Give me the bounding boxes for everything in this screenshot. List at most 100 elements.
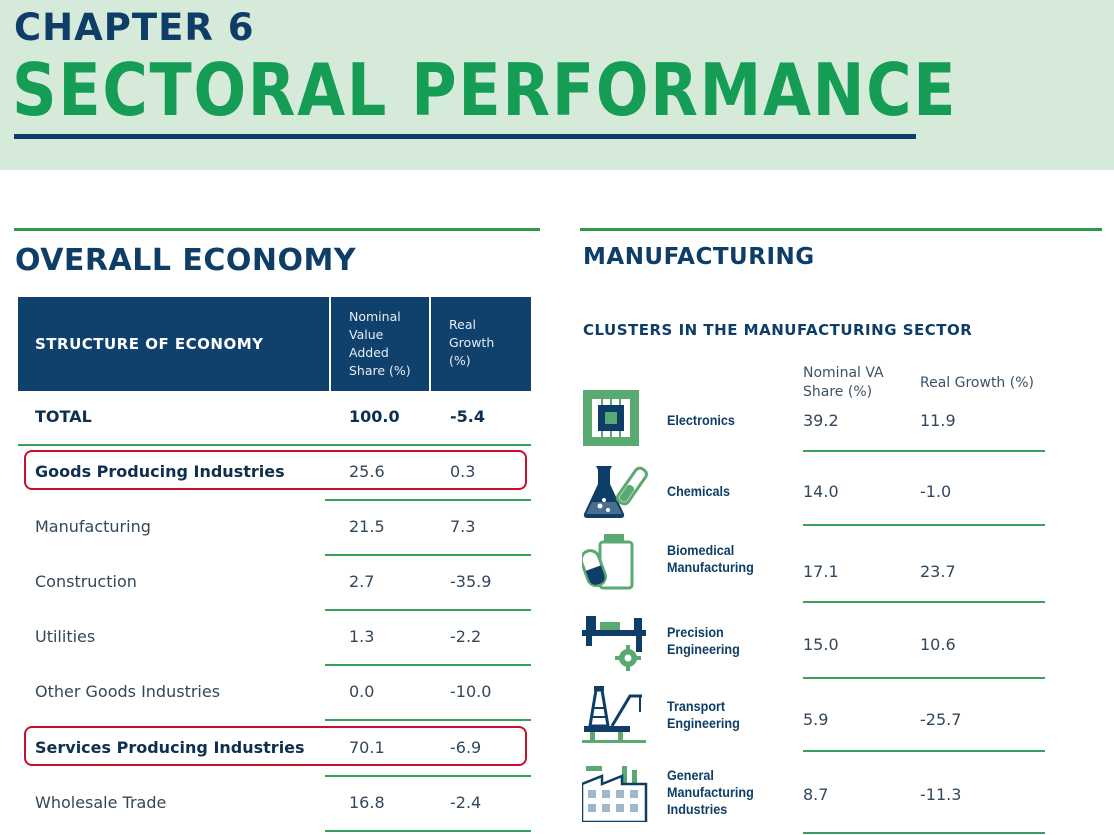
row-divider [325,775,531,777]
cluster-share-value: 8.7 [803,785,829,804]
row-divider [18,444,531,446]
cluster-growth-value: -25.7 [920,710,962,729]
row-label: Other Goods Industries [35,682,221,701]
cluster-share-value: 5.9 [803,710,829,729]
header-separator [429,297,431,391]
cluster-share-value: 39.2 [803,411,839,430]
cluster-name-line: Engineering [667,715,740,731]
row-growth-value: -6.9 [450,738,482,757]
chemicals-flask-icon [583,466,648,518]
row-share-value: 1.3 [349,627,375,646]
row-share-value: 70.1 [349,738,385,757]
cluster-name: Precision Engineering [667,624,740,658]
row-label: Construction [35,572,137,591]
clusters-subtitle: CLUSTERS IN THE MANUFACTURING SECTOR [583,321,973,339]
row-share-value: 2.7 [349,572,375,591]
header-line: Value [349,327,384,342]
row-label: Services Producing Industries [35,738,305,757]
overall-economy-title: OVERALL ECONOMY [15,243,357,278]
row-growth-value: -2.4 [450,793,482,812]
chapter-label: CHAPTER 6 [14,6,255,49]
cluster-divider [803,524,1045,526]
cluster-growth-value: 23.7 [920,562,956,581]
header-line: Added [349,345,389,360]
general-manufacturing-factory-icon [582,766,648,822]
cluster-name-line: Engineering [667,641,740,657]
row-label: Manufacturing [35,517,151,536]
header-line: Nominal [349,309,401,324]
cluster-share-value: 15.0 [803,635,839,654]
cluster-name-line: Industries [667,801,728,817]
cluster-divider [803,601,1045,603]
structure-header-label: STRUCTURE OF ECONOMY [35,335,264,353]
row-share-value: 100.0 [349,407,400,426]
row-growth-value: -5.4 [450,407,485,426]
row-label: Goods Producing Industries [35,462,285,481]
cluster-name-line: Biomedical [667,542,735,558]
row-divider [325,719,531,721]
row-growth-value: 7.3 [450,517,476,536]
cluster-growth-value: -1.0 [920,482,952,501]
header-line: (%) [449,353,471,368]
header-line: Nominal VA [803,365,884,381]
cluster-share-value: 17.1 [803,562,839,581]
cluster-divider [803,750,1045,752]
row-share-value: 16.8 [349,793,385,812]
cluster-name-line: Transport [667,698,726,714]
row-divider [325,499,531,501]
cluster-divider [803,450,1045,452]
cluster-name-line: Manufacturing [667,559,754,575]
row-label: TOTAL [35,407,92,426]
cluster-name-line: Chemicals [667,483,731,499]
cluster-name: Biomedical Manufacturing [667,542,754,576]
row-share-value: 0.0 [349,682,375,701]
highlight-box [24,450,527,490]
row-growth-value: -35.9 [450,572,492,591]
electronics-chip-icon [583,390,639,446]
manufacturing-section-rule [580,228,1102,231]
structure-table-header: STRUCTURE OF ECONOMY Nominal Value Added… [18,297,531,391]
header-line: Share (%) [349,363,411,378]
cluster-share-value: 14.0 [803,482,839,501]
row-divider [325,554,531,556]
nominal-va-share-header: Nominal VA Share (%) [803,364,884,402]
row-divider [325,664,531,666]
nominal-share-header: Nominal Value Added Share (%) [349,308,411,380]
row-share-value: 21.5 [349,517,385,536]
title-underline [14,134,916,139]
header-line: Share (%) [803,384,873,400]
cluster-divider [803,832,1045,834]
cluster-name-line: Electronics [667,412,735,428]
row-label: Utilities [35,627,96,646]
header-line: Real [449,317,476,332]
transport-engineering-rig-icon [582,686,646,743]
cluster-growth-value: 11.9 [920,411,956,430]
manufacturing-title: MANUFACTURING [583,244,815,270]
cluster-name: Transport Engineering [667,698,740,732]
overall-section-rule [14,228,540,231]
cluster-name: Chemicals [667,483,730,500]
cluster-growth-value: -11.3 [920,785,962,804]
cluster-name: General Manufacturing Industries [667,767,754,818]
biomedical-pills-icon [582,534,634,590]
real-growth-header: Real Growth (%) [449,316,494,370]
cluster-name: Electronics [667,412,735,429]
cluster-growth-value: 10.6 [920,635,956,654]
highlight-box [24,726,527,766]
chapter-title: SECTORAL PERFORMANCE [12,48,958,132]
row-label: Wholesale Trade [35,793,167,812]
cluster-real-growth-header: Real Growth (%) [920,375,1034,391]
row-share-value: 25.6 [349,462,385,481]
row-growth-value: -2.2 [450,627,482,646]
cluster-name-line: Manufacturing [667,784,754,800]
row-divider [325,609,531,611]
row-growth-value: 0.3 [450,462,476,481]
header-separator [329,297,331,391]
precision-engineering-gear-icon [582,616,646,671]
row-growth-value: -10.0 [450,682,492,701]
cluster-name-line: Precision [667,624,724,640]
cluster-divider [803,677,1045,679]
header-line: Growth [449,335,495,350]
cluster-name-line: General [667,767,714,783]
row-divider [325,830,531,832]
